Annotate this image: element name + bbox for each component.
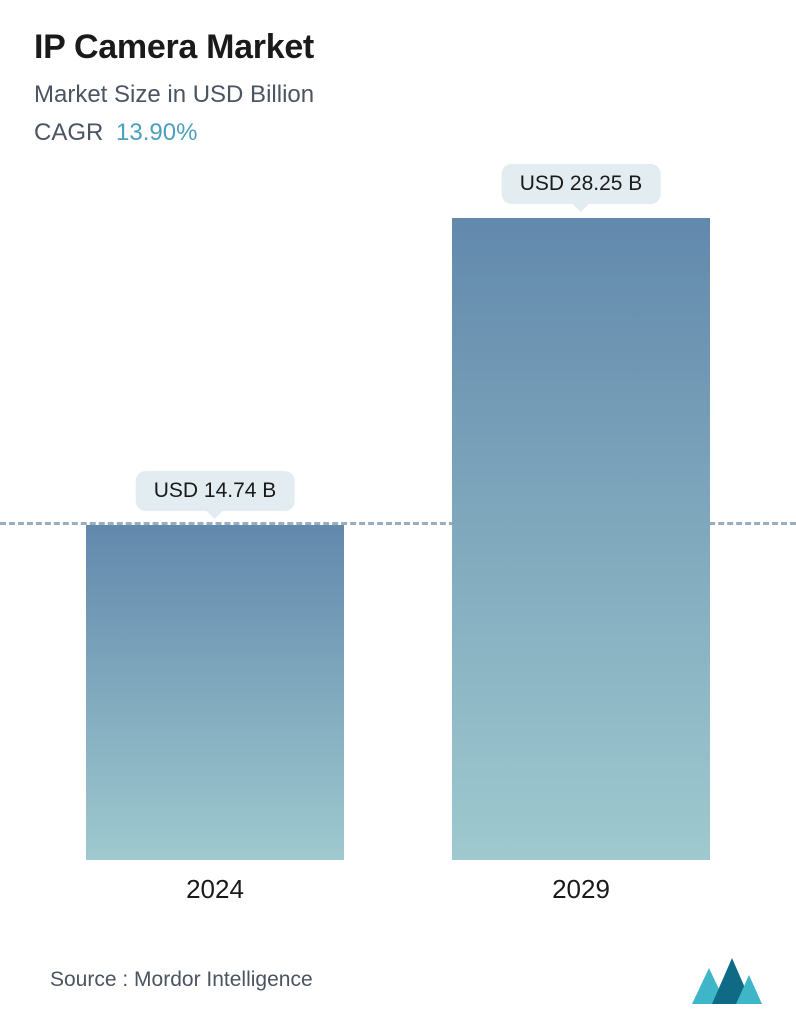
value-pill: USD 14.74 B — [136, 471, 295, 511]
brand-logo-icon — [692, 956, 762, 1004]
bar-chart: USD 14.74 B USD 28.25 B — [0, 178, 796, 860]
cagr-value: 13.90% — [116, 119, 197, 146]
value-pill: USD 28.25 B — [502, 164, 661, 204]
chart-subtitle: Market Size in USD Billion — [34, 81, 762, 109]
header: IP Camera Market Market Size in USD Bill… — [0, 0, 796, 147]
cagr-label: CAGR — [34, 119, 103, 146]
x-axis-label: 2024 — [186, 874, 244, 905]
x-axis-label: 2029 — [552, 874, 610, 905]
x-axis: 2024 2029 — [0, 860, 796, 922]
source-text: Source : Mordor Intelligence — [50, 968, 313, 992]
bar: USD 14.74 B — [86, 525, 344, 860]
footer: Source : Mordor Intelligence — [0, 940, 796, 1034]
chart-title: IP Camera Market — [34, 28, 762, 67]
bar: USD 28.25 B — [452, 218, 710, 860]
cagr-line: CAGR 13.90% — [34, 119, 762, 147]
chart-area: USD 14.74 B USD 28.25 B 2024 2029 — [0, 178, 796, 922]
